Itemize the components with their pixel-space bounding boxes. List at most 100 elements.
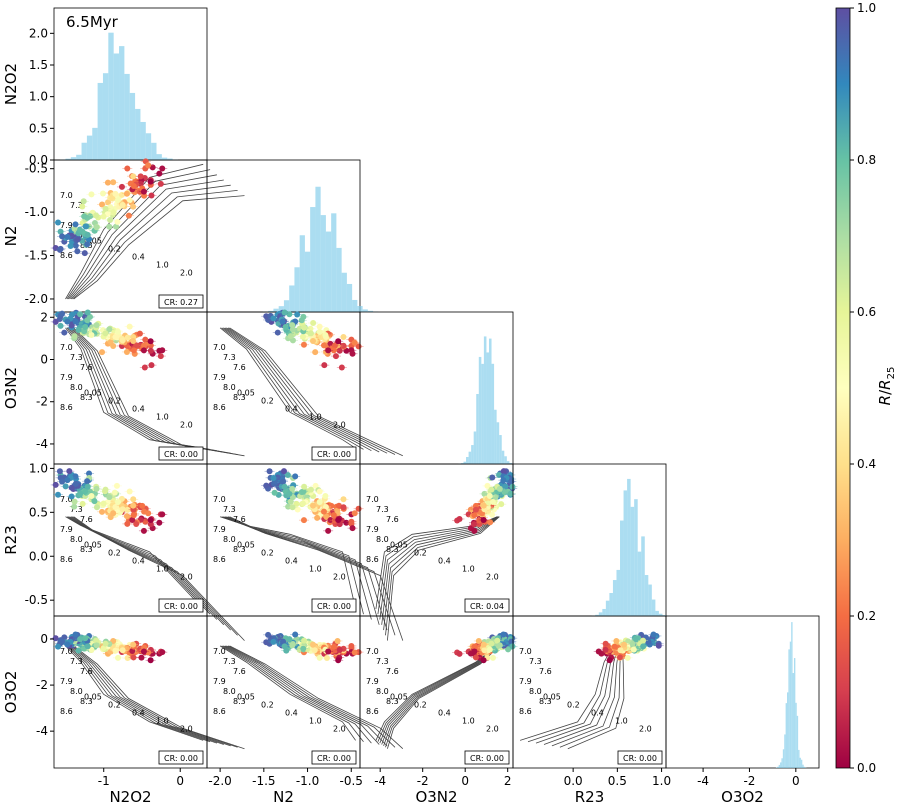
- data-point: [159, 347, 166, 354]
- data-point: [112, 647, 119, 654]
- data-point: [602, 640, 609, 647]
- data-point: [99, 201, 106, 208]
- data-point: [112, 190, 119, 197]
- data-point: [72, 242, 79, 249]
- grid-label-metallicity: 7.9: [213, 677, 226, 686]
- grid-label-ionization: 0.05: [543, 693, 561, 702]
- hist-bar: [800, 759, 803, 768]
- hist-bar: [273, 308, 279, 312]
- data-point: [320, 342, 327, 349]
- data-point: [287, 498, 294, 505]
- grid-label-metallicity: 8.3: [386, 545, 399, 554]
- hist-bar: [320, 215, 326, 312]
- cr-label: CR: 0.00: [317, 602, 351, 611]
- hist-bar: [336, 247, 342, 312]
- data-point: [480, 502, 487, 509]
- grid-label-ionization: 0.05: [84, 237, 102, 246]
- data-point: [282, 323, 289, 330]
- data-point: [156, 170, 163, 177]
- data-point: [500, 477, 507, 484]
- data-point: [68, 322, 75, 329]
- data-point: [123, 190, 130, 197]
- data-point: [133, 520, 140, 527]
- grid-label-metallicity: 8.0: [70, 383, 83, 392]
- data-point: [115, 499, 122, 506]
- x-tick-label: 1.0: [652, 774, 671, 788]
- hist-bar: [791, 622, 793, 768]
- data-point: [489, 499, 496, 506]
- grid-label-metallicity: 8.6: [366, 707, 379, 716]
- data-point: [340, 496, 347, 503]
- data-point: [111, 489, 118, 496]
- data-point: [77, 311, 84, 318]
- grid-label-metallicity: 8.3: [233, 393, 246, 402]
- data-point: [330, 347, 337, 354]
- grid-label-ionization: 0.4: [132, 405, 145, 414]
- x-tick-label: -2: [417, 774, 429, 788]
- data-point: [72, 318, 79, 325]
- grid-label-ionization: 0.05: [390, 541, 408, 550]
- panel-N2O2-R23: 7.07.37.67.98.08.38.60.050.20.41.02.0CR:…: [50, 463, 245, 641]
- data-point: [630, 646, 637, 653]
- grid-label-metallicity: 8.0: [223, 535, 236, 544]
- data-point: [130, 496, 137, 503]
- hist-bar: [658, 613, 663, 616]
- data-point: [147, 516, 154, 523]
- panel-O3N2-R23: 7.07.37.6 7.98.08.3 8.6 0.05 0.2 0.4 1.0 2.0 CR:…: [359, 463, 518, 641]
- data-point: [61, 329, 68, 336]
- panel-R23-O3O2: 7.07.37.6 7.98.08.3 8.6 0.05 0.2 0.4 1.0 2.0 CR:…: [512, 615, 671, 804]
- hist-bar: [108, 32, 114, 160]
- grid-label-ionization: 0.2: [567, 701, 580, 710]
- grid-label-ionization: 0.2: [261, 397, 274, 406]
- data-point: [124, 165, 131, 172]
- data-point: [102, 640, 109, 647]
- cr-box: [617, 750, 663, 765]
- y-tick-label: -1.5: [25, 249, 48, 263]
- x-tick-label: 0: [792, 774, 800, 788]
- data-point: [301, 637, 308, 644]
- x-tick-label: 2: [504, 774, 512, 788]
- data-point: [56, 468, 63, 475]
- colorbar-tick-label: 0.6: [857, 305, 876, 319]
- hist-bar: [598, 612, 603, 616]
- data-point: [488, 486, 495, 493]
- data-point: [351, 649, 358, 656]
- model-grid-line: [65, 163, 204, 300]
- panel-O3N2-O3O2: 7.07.37.6 7.98.08.3 8.6 0.05 0.2 0.4 1.0 2.0 CR:…: [359, 615, 518, 804]
- model-grid-line: [70, 184, 231, 300]
- data-point: [102, 205, 109, 212]
- colorbar-label: R/R25: [876, 367, 897, 406]
- data-point: [81, 213, 88, 220]
- data-point: [325, 648, 332, 655]
- hist-bar: [662, 615, 666, 616]
- model-grid-line: [67, 516, 218, 620]
- cr-box: [158, 294, 204, 309]
- data-point: [289, 504, 296, 511]
- hist-bar: [623, 490, 628, 616]
- data-point: [59, 233, 66, 240]
- data-point: [617, 647, 624, 654]
- data-point: [84, 241, 91, 248]
- panel-N2-O3O2: 7.07.37.67.98.08.38.60.050.20.41.02.0CR:…: [206, 615, 404, 804]
- data-point: [292, 631, 299, 638]
- data-point: [55, 491, 62, 498]
- data-point: [130, 203, 137, 210]
- grid-label-metallicity: 8.0: [376, 687, 389, 696]
- data-point: [57, 245, 64, 252]
- data-point: [348, 518, 355, 525]
- model-grid-line: [69, 516, 225, 626]
- grid-label-metallicity: 7.0: [519, 647, 532, 656]
- grid-label-ionization: 0.2: [414, 701, 427, 710]
- data-point: [332, 353, 339, 360]
- hist-bar: [466, 457, 469, 464]
- hist-bar: [651, 599, 656, 616]
- y-tick-label: -2: [36, 678, 48, 692]
- data-point: [650, 631, 657, 638]
- hist-bar: [795, 702, 797, 768]
- data-point: [613, 637, 620, 644]
- hist-bar: [648, 584, 652, 616]
- x-tick-label: -1.0: [296, 774, 319, 788]
- hist-bar: [655, 610, 659, 616]
- data-point: [118, 183, 125, 190]
- data-point: [471, 643, 478, 650]
